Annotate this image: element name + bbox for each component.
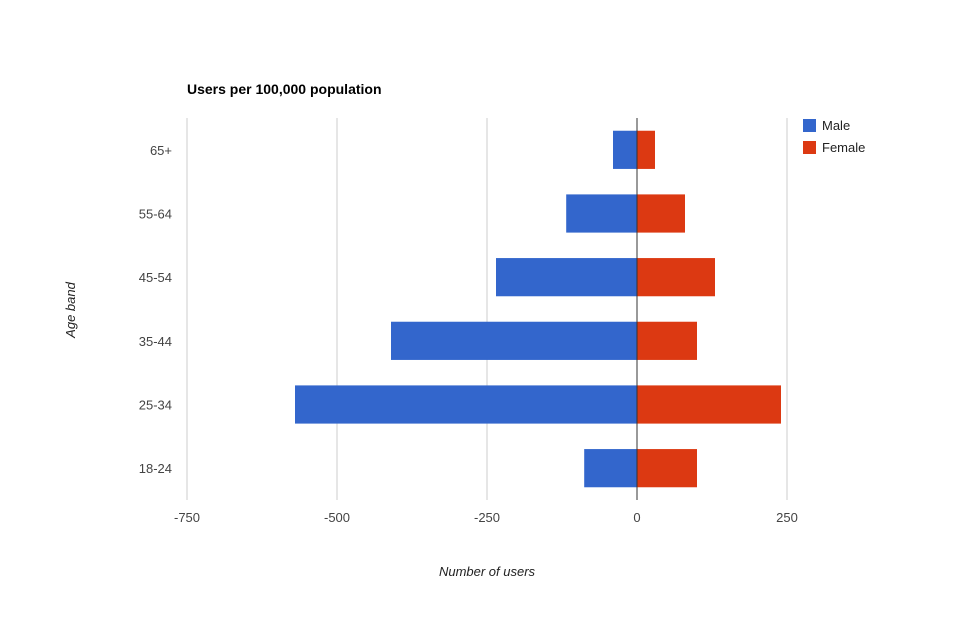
x-tick-label: -500 [324,510,350,525]
x-tick-label: 0 [633,510,640,525]
bar-female-65plus [637,130,655,169]
bar-male-18-24 [584,449,637,488]
chart-title: Users per 100,000 population [187,81,382,97]
y-tick-label: 35-44 [139,334,172,349]
legend-swatch-male [803,119,816,132]
bar-male-55-64 [566,194,637,233]
x-axis-title: Number of users [439,564,536,579]
y-tick-label: 25-34 [139,398,172,413]
bar-female-18-24 [637,449,697,488]
y-tick-label: 55-64 [139,207,172,222]
y-axis-ticks: 65+ 55-64 45-54 35-44 25-34 18-24 [139,143,172,476]
legend-label-male: Male [822,118,850,133]
grid-lines [186,118,788,500]
x-axis-ticks: -750 -500 -250 0 250 [174,510,798,525]
y-tick-label: 65+ [150,143,172,158]
bar-female-45-54 [637,258,715,297]
y-tick-label: 18-24 [139,461,172,476]
bar-male-45-54 [496,258,637,297]
x-tick-label: -750 [174,510,200,525]
y-axis-title: Age band [63,281,78,338]
bar-female-35-44 [637,321,697,360]
y-tick-label: 45-54 [139,270,172,285]
legend-swatch-female [803,141,816,154]
bars [295,130,781,488]
legend-label-female: Female [822,140,865,155]
bar-female-55-64 [637,194,685,233]
legend: Male Female [803,118,865,155]
x-tick-label: 250 [776,510,798,525]
bar-male-25-34 [295,385,637,424]
bar-male-35-44 [391,321,637,360]
bar-female-25-34 [637,385,781,424]
bar-male-65plus [613,130,637,169]
x-tick-label: -250 [474,510,500,525]
